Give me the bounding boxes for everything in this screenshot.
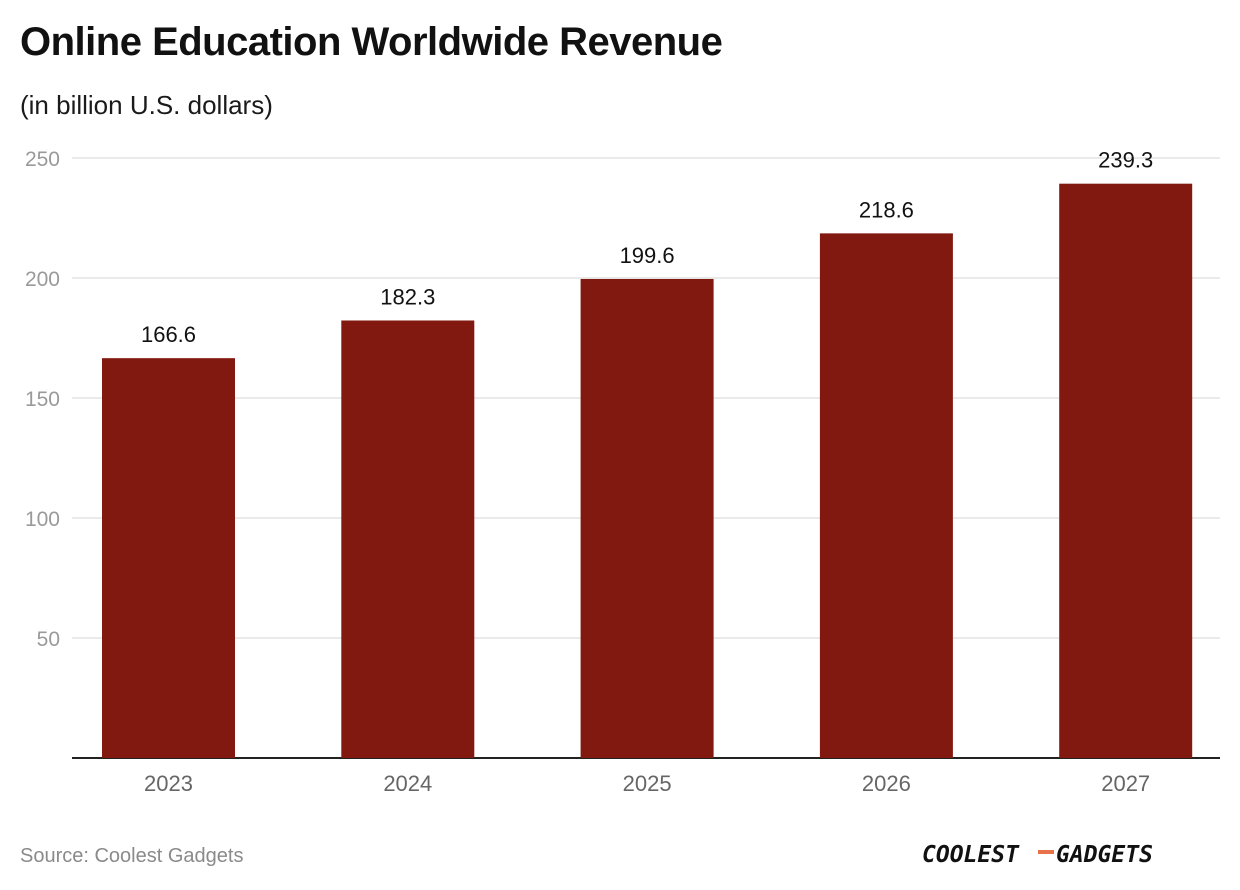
logo-dash: [1038, 850, 1054, 854]
bar-chart: 50 100 150 200 250 166.6 2023 182.3 2024 199.6 202…: [25, 148, 1220, 796]
source-note: Source: Coolest Gadgets: [20, 845, 244, 867]
bar-2025: [580, 278, 714, 758]
x-tick-label: 2025: [623, 771, 672, 796]
y-tick-label: 150: [25, 388, 60, 411]
value-label: 218.6: [859, 197, 914, 222]
bar-2027: [1059, 183, 1193, 758]
value-label: 239.3: [1098, 148, 1153, 173]
x-tick-label: 2023: [144, 771, 193, 796]
bar-2026: [819, 233, 953, 759]
logo-text-left: COOLEST: [922, 842, 1020, 868]
x-tick-label: 2026: [862, 771, 911, 796]
y-tick-label: 200: [25, 268, 60, 291]
x-tick-label: 2027: [1101, 771, 1150, 796]
brand-logo: COOLEST GADGETS: [922, 842, 1153, 868]
value-label: 166.6: [141, 322, 196, 347]
bar-2023: [102, 358, 235, 758]
y-tick-label: 100: [25, 508, 60, 531]
chart-title: Online Education Worldwide Revenue: [20, 20, 723, 64]
x-tick-label: 2024: [383, 771, 432, 796]
logo-text-right: GADGETS: [1056, 842, 1153, 868]
chart-subtitle: (in billion U.S. dollars): [20, 90, 273, 120]
value-label: 182.3: [380, 284, 435, 309]
y-tick-label: 250: [25, 148, 60, 171]
y-tick-label: 50: [37, 628, 60, 651]
bar-2024: [341, 320, 475, 758]
value-label: 199.6: [620, 243, 675, 268]
